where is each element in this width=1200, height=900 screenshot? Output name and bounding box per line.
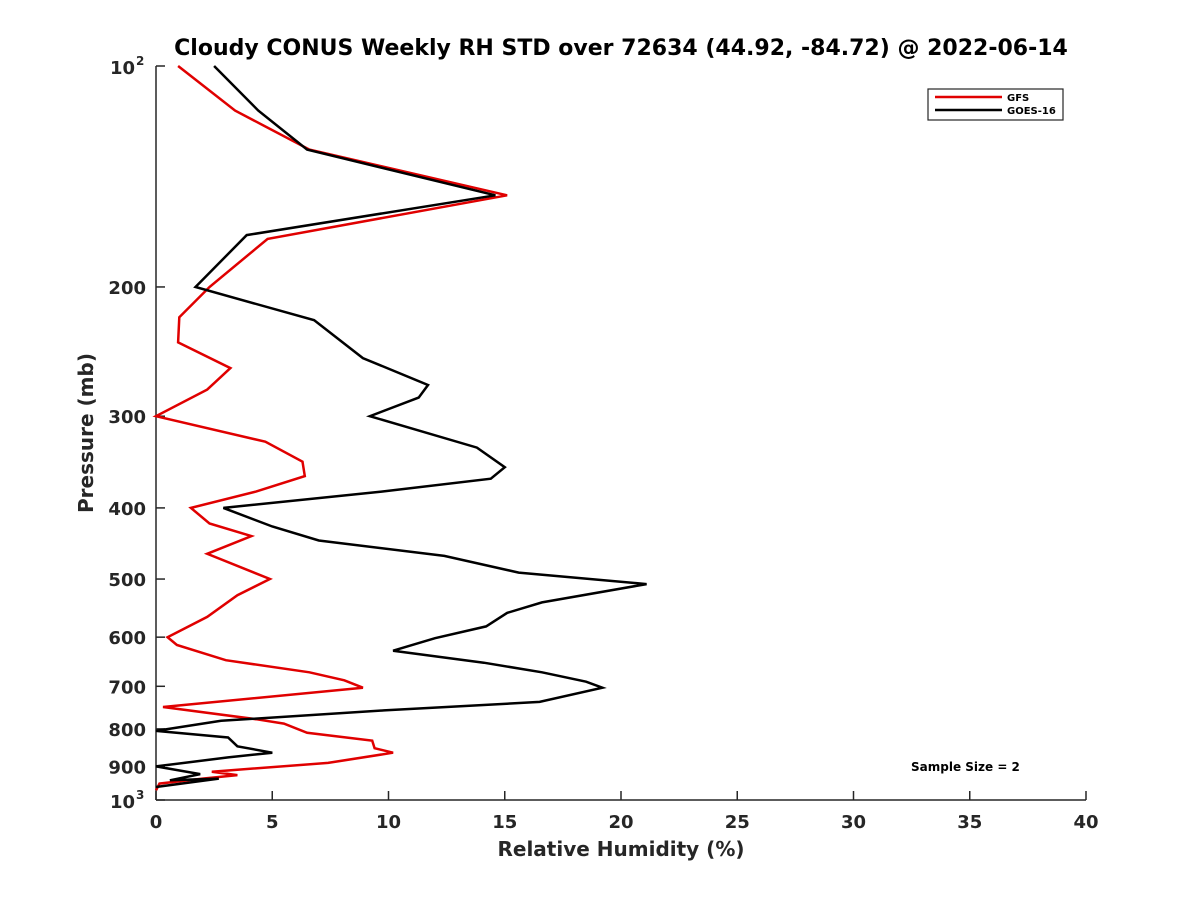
y-tick-label: 200 <box>108 278 146 299</box>
y-tick-label: 600 <box>108 628 146 649</box>
legend-label-goes16: GOES-16 <box>1007 106 1056 117</box>
series-line-goes16 <box>155 65 647 789</box>
chart-title: Cloudy CONUS Weekly RH STD over 72634 (4… <box>174 36 1068 61</box>
y-tick-label: 700 <box>108 677 146 698</box>
x-tick-label: 35 <box>957 812 982 833</box>
plot-area <box>155 66 1086 801</box>
sample-size-annotation: Sample Size = 2 <box>911 760 1020 774</box>
y-tick-label: 10 <box>110 792 135 813</box>
y-tick-label: 500 <box>108 570 146 591</box>
series-layer <box>152 65 647 791</box>
x-tick-label: 25 <box>725 812 750 833</box>
y-tick-label: 10 <box>110 58 135 79</box>
x-tick-label: 0 <box>150 812 163 833</box>
y-tick-exponent: 3 <box>136 788 144 802</box>
y-axis-label: Pressure (mb) <box>74 353 98 513</box>
legend-label-gfs: GFS <box>1007 93 1029 104</box>
legend-box <box>927 88 1064 121</box>
series-line-gfs <box>152 65 508 791</box>
x-tick-label: 30 <box>841 812 866 833</box>
y-tick-label: 300 <box>108 407 146 428</box>
x-tick-label: 15 <box>492 812 517 833</box>
y-tick-label: 900 <box>108 757 146 778</box>
x-tick-label: 5 <box>266 812 279 833</box>
x-axis-label: Relative Humidity (%) <box>497 837 744 861</box>
x-axis-ticks: 0 5 10 15 20 25 30 35 40 <box>150 791 1099 833</box>
x-tick-label: 20 <box>608 812 633 833</box>
y-tick-label: 800 <box>108 720 146 741</box>
legend[interactable]: GFS GOES-16 <box>927 88 1064 121</box>
y-tick-exponent: 2 <box>136 54 144 68</box>
y-tick-label: 400 <box>108 499 146 520</box>
x-tick-label: 10 <box>376 812 401 833</box>
x-tick-label: 40 <box>1073 812 1098 833</box>
